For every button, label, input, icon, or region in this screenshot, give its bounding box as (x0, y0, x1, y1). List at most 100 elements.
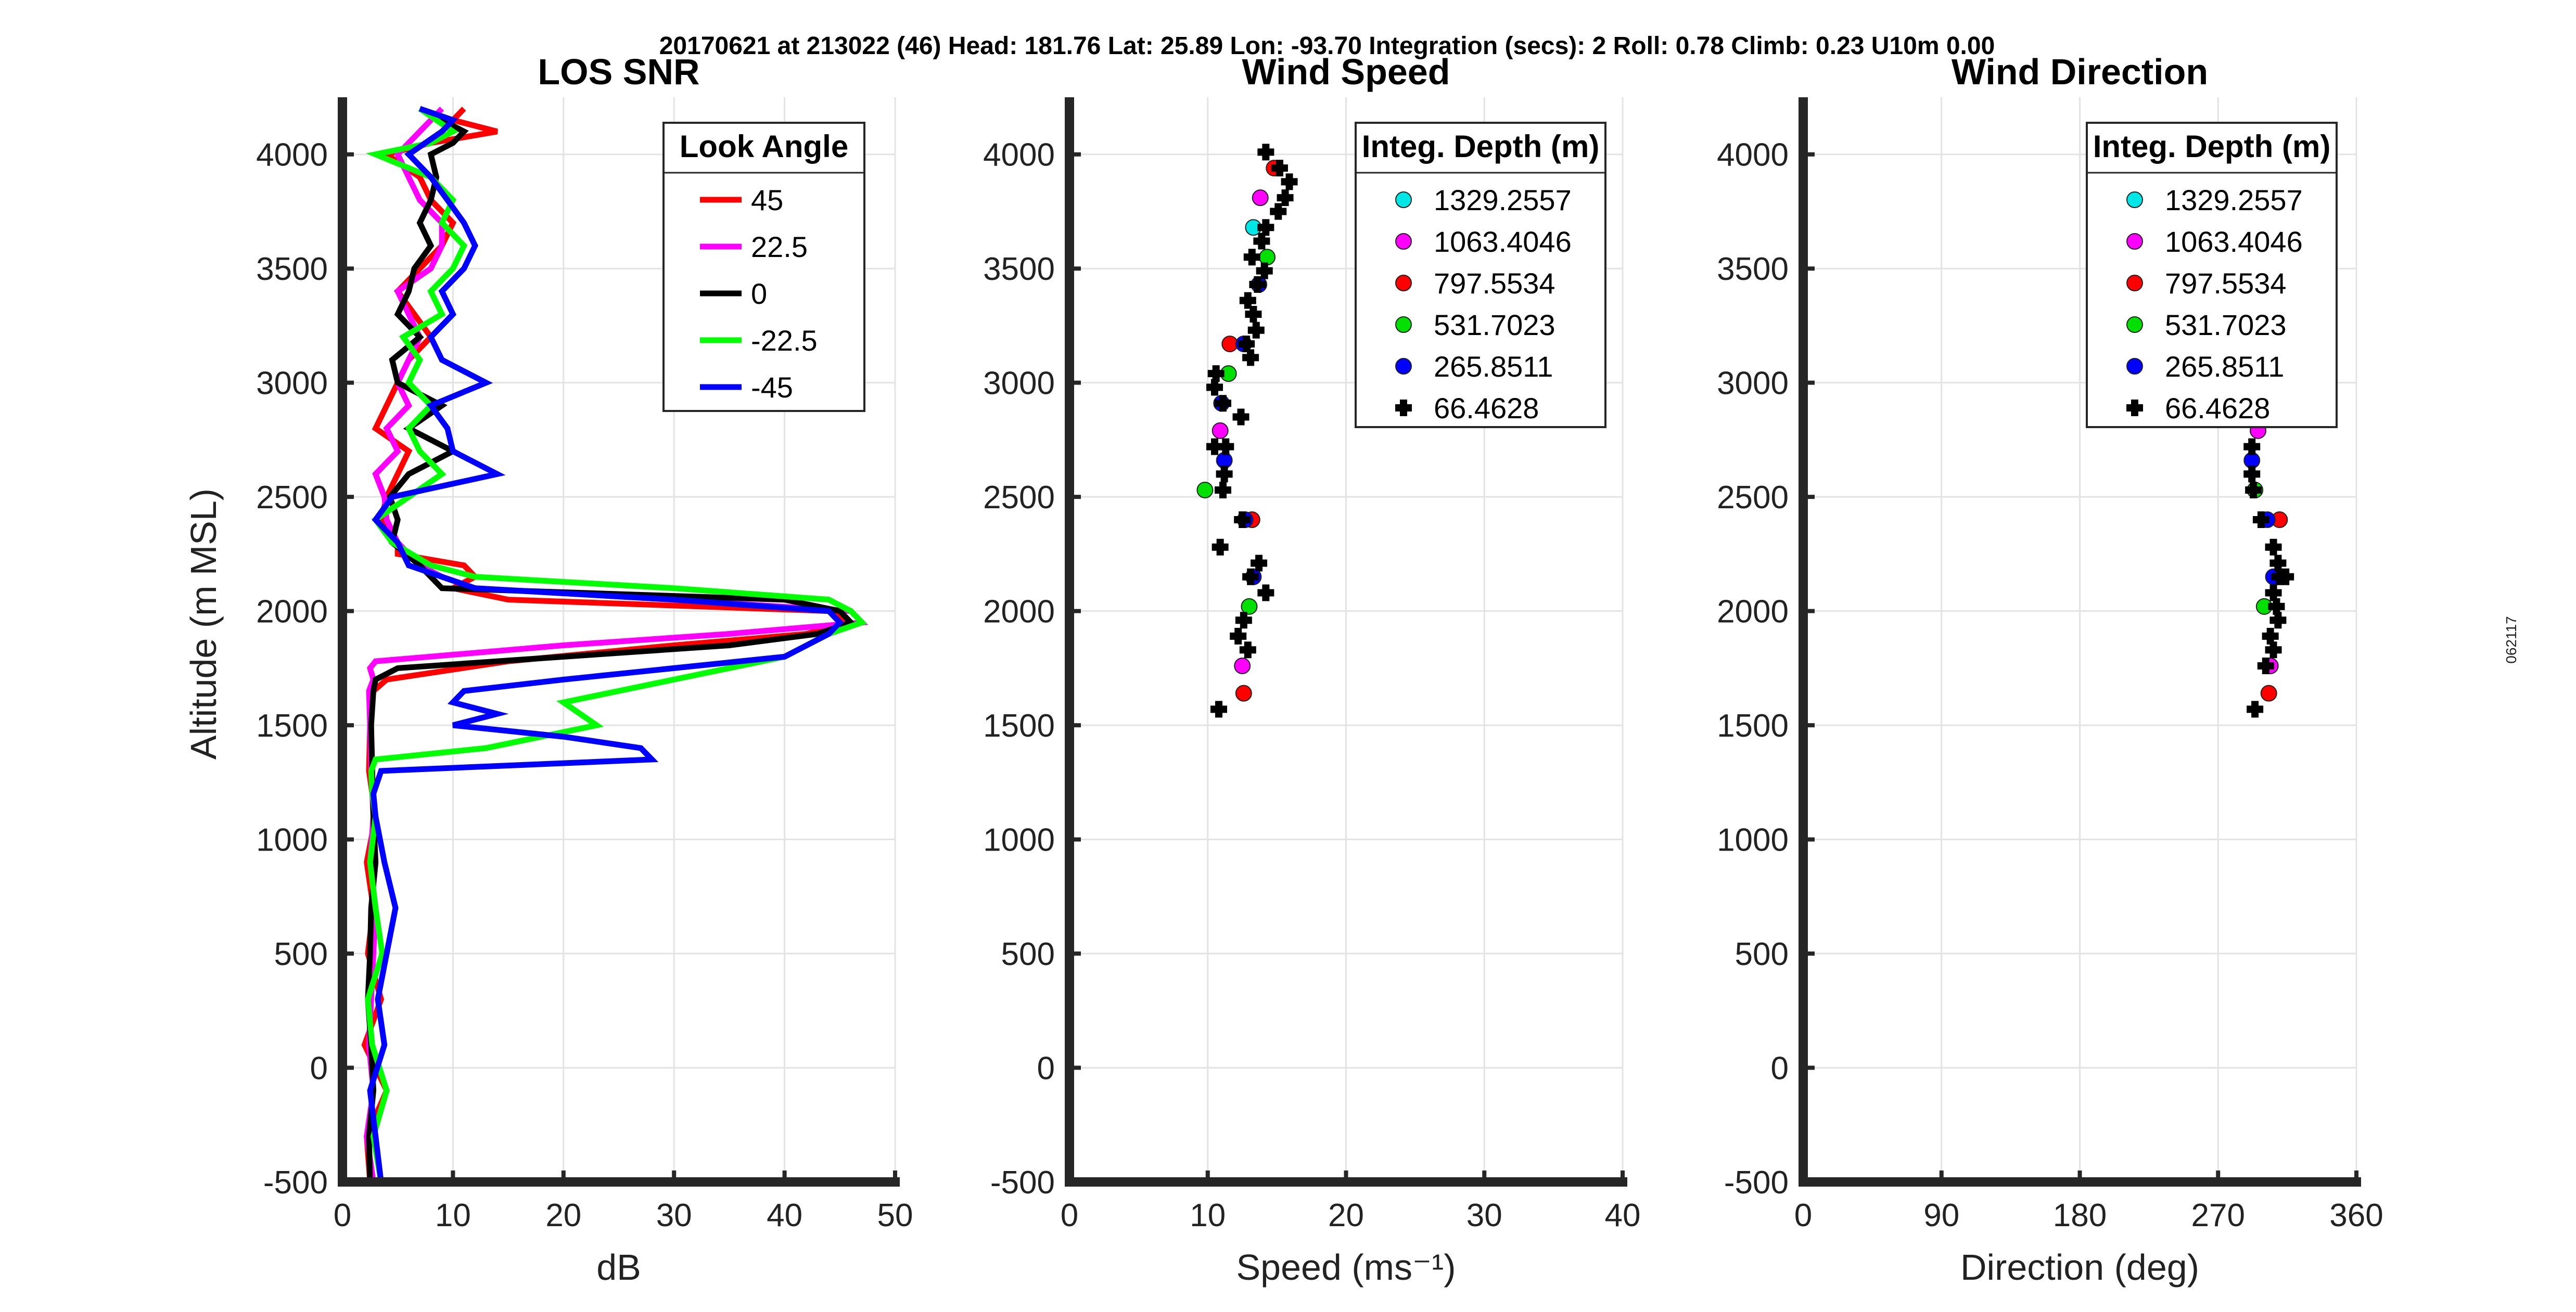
data-point-66.4628 (1245, 306, 1262, 323)
y-tick-label: 2500 (256, 480, 328, 516)
data-point-66.4628 (1277, 189, 1294, 207)
data-point-66.4628 (1257, 584, 1274, 601)
y-tick-label: 2000 (983, 594, 1055, 630)
x-tick-label: 20 (1328, 1198, 1364, 1233)
legend-label: -22.5 (751, 324, 818, 357)
x-axis-label: Speed (ms⁻¹) (1236, 1247, 1456, 1288)
legend-swatch-1063.4046 (1395, 233, 1412, 250)
legend-box (662, 122, 865, 412)
legend-swatch-531.7023 (1395, 316, 1412, 333)
x-tick-label: 0 (1794, 1198, 1812, 1233)
legend-label: 66.4628 (2165, 392, 2270, 425)
legend-label: 66.4628 (1434, 392, 1539, 425)
data-point-66.4628 (1251, 555, 1268, 572)
data-point-1063.4046 (1234, 657, 1251, 674)
legend-item: 45 (700, 184, 783, 216)
y-tick-label: 1500 (1717, 708, 1789, 744)
x-tick-label: 270 (2191, 1198, 2245, 1233)
data-point-66.4628 (1235, 612, 1252, 629)
y-tick-label: 1000 (1717, 822, 1789, 858)
x-tick-label: 180 (2053, 1198, 2107, 1233)
x-axis-label: dB (596, 1247, 641, 1288)
plot-data (1196, 144, 1298, 718)
data-point-66.4628 (2257, 657, 2274, 674)
y-tick-label: 4000 (256, 137, 328, 173)
data-point-66.4628 (1230, 627, 1247, 645)
legend-label: 797.5534 (2165, 267, 2287, 300)
side-label: 062117 (2503, 616, 2519, 663)
y-tick-label: 4000 (983, 137, 1055, 173)
data-point-66.4628 (2265, 641, 2282, 659)
legend-swatch-66.4628 (2126, 400, 2143, 416)
legend-swatch-265.8511 (2126, 358, 2143, 375)
data-point-797.5534 (2260, 685, 2277, 702)
legend-label: 1063.4046 (2165, 225, 2303, 258)
data-point-66.4628 (1234, 511, 1251, 529)
legend-swatch-66.4628 (1395, 400, 1412, 416)
data-point-66.4628 (2252, 511, 2269, 529)
y-tick-label: 0 (1037, 1051, 1055, 1087)
data-point-66.4628 (1256, 262, 1273, 279)
data-point-66.4628 (2277, 568, 2294, 585)
legend-title: Look Angle (680, 129, 848, 164)
data-point-66.4628 (2243, 466, 2261, 483)
data-point-66.4628 (1239, 292, 1256, 309)
legend-item: 797.5534 (2126, 267, 2287, 300)
data-point-531.7023 (1196, 481, 1214, 498)
y-tick-label: 500 (274, 936, 328, 972)
data-point-66.4628 (1271, 160, 1288, 177)
legend-label: 797.5534 (1434, 267, 1555, 300)
figure-suptitle: 20170621 at 213022 (46) Head: 181.76 Lat… (659, 32, 1995, 60)
x-tick-label: 20 (545, 1198, 581, 1233)
legend-item: 1329.2557 (2126, 184, 2303, 216)
data-point-66.4628 (1242, 349, 1259, 366)
x-tick-label: 40 (1605, 1198, 1641, 1233)
legend-item: -45 (700, 371, 793, 404)
data-point-66.4628 (1242, 568, 1259, 585)
data-point-66.4628 (1247, 321, 1265, 339)
series-line--22.5 (365, 106, 868, 1182)
legend-label: 1063.4046 (1434, 225, 1572, 258)
x-tick-label: 360 (2329, 1198, 2383, 1233)
x-tick-label: 90 (1923, 1198, 1959, 1233)
panel-title: Wind Direction (1952, 52, 2208, 92)
data-point-66.4628 (1212, 538, 1229, 556)
data-point-797.5534 (1221, 336, 1239, 353)
legend-title: Integ. Depth (m) (1362, 129, 1600, 164)
data-point-66.4628 (2269, 612, 2287, 629)
y-tick-label: 3000 (256, 366, 328, 402)
y-tick-label: 3500 (256, 251, 328, 287)
plot-data (2243, 422, 2294, 718)
legend-swatch-1329.2557 (1395, 191, 1412, 208)
y-tick-label: 3000 (983, 366, 1055, 402)
y-tick-label: 2000 (256, 594, 328, 630)
legend-title: Integ. Depth (m) (2093, 129, 2331, 164)
data-point-66.4628 (1214, 481, 1231, 498)
data-point-66.4628 (1257, 144, 1274, 161)
y-tick-label: 3500 (1717, 251, 1789, 287)
y-tick-label: 4000 (1717, 137, 1789, 173)
x-tick-label: 0 (334, 1198, 351, 1233)
legend-item: -22.5 (700, 324, 818, 357)
x-tick-label: 0 (1061, 1198, 1078, 1233)
y-tick-label: 3000 (1717, 366, 1789, 402)
legend: Look Angle 45 22.5 0 -22.5 -45 (662, 122, 865, 412)
legend-item: 1329.2557 (1395, 184, 1572, 216)
data-point-66.4628 (1206, 379, 1223, 396)
panel-title: Wind Speed (1242, 52, 1450, 92)
y-tick-label: 500 (1001, 936, 1055, 972)
data-point-66.4628 (1232, 408, 1249, 426)
legend-item: 531.7023 (2126, 308, 2287, 341)
data-point-66.4628 (1214, 395, 1231, 412)
y-tick-label: 500 (1735, 936, 1789, 972)
y-tick-label: 1500 (256, 708, 328, 744)
y-tick-label: 0 (310, 1051, 328, 1087)
legend-swatch-1329.2557 (2126, 191, 2143, 208)
y-axis-label: Altitude (m MSL) (183, 488, 224, 760)
data-point-66.4628 (2245, 481, 2262, 498)
data-point-66.4628 (2243, 438, 2261, 455)
legend-swatch-1063.4046 (2126, 233, 2143, 250)
y-tick-label: -500 (263, 1165, 328, 1201)
